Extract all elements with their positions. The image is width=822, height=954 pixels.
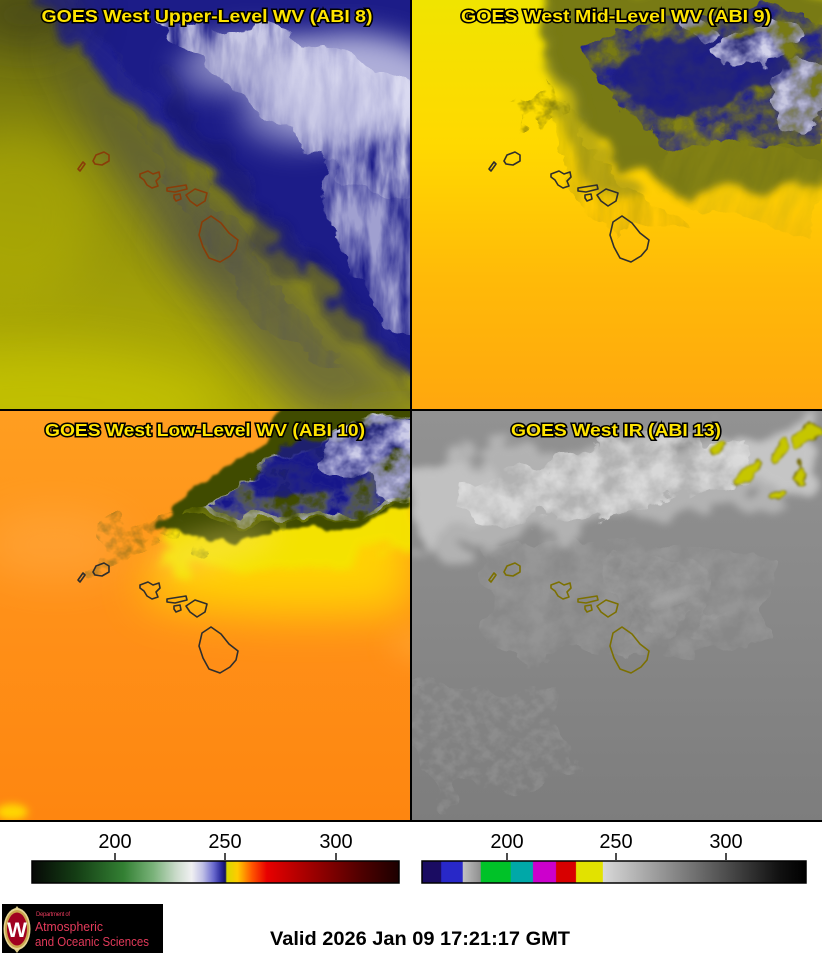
svg-text:Department of: Department of bbox=[36, 912, 70, 918]
svg-text:300: 300 bbox=[709, 831, 742, 853]
svg-text:GOES West Upper-Level WV (ABI: GOES West Upper-Level WV (ABI 8) bbox=[42, 6, 373, 26]
svg-text:200: 200 bbox=[490, 831, 523, 853]
svg-text:GOES West Low-Level WV (ABI 10: GOES West Low-Level WV (ABI 10) bbox=[45, 420, 365, 440]
svg-text:and Oceanic Sciences: and Oceanic Sciences bbox=[35, 934, 149, 949]
svg-text:300: 300 bbox=[319, 831, 352, 853]
svg-text:W: W bbox=[7, 919, 27, 942]
svg-text:Valid 2026 Jan 09 17:21:17 GMT: Valid 2026 Jan 09 17:21:17 GMT bbox=[270, 928, 570, 950]
svg-text:250: 250 bbox=[599, 831, 632, 853]
svg-text:GOES West Mid-Level WV (ABI 9): GOES West Mid-Level WV (ABI 9) bbox=[461, 6, 771, 26]
svg-text:250: 250 bbox=[208, 831, 241, 853]
svg-text:Atmospheric: Atmospheric bbox=[35, 919, 103, 934]
svg-text:200: 200 bbox=[98, 831, 131, 853]
svg-text:GOES West IR (ABI 13): GOES West IR (ABI 13) bbox=[511, 420, 721, 440]
